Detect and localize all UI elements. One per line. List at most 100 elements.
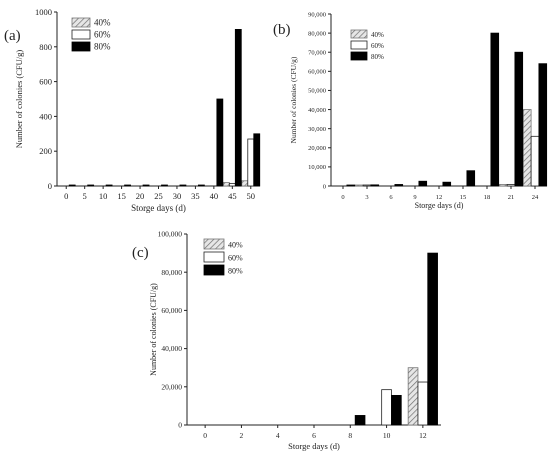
x-tick-label: 50 [247,191,256,201]
y-tick-label: 60,000 [161,306,182,315]
bar-80pct-12 [442,181,452,187]
x-tick-label: 10 [99,191,108,201]
x-tick-label: 30 [173,191,182,201]
x-tick-label: 10 [383,431,391,440]
bar-80pct-5 [87,184,95,187]
legend-swatch-60pct [203,251,225,263]
x-tick-label: 0 [64,191,68,201]
y-tick-label: 80,000 [161,268,182,277]
y-tick-label: 60,000 [308,69,326,76]
legend-swatch-40pct [203,238,225,250]
bar-80pct-25 [161,184,168,187]
y-axis-label: Number of colonies (CFU/g) [149,283,158,376]
legend-swatch-60pct [350,40,368,50]
x-tick-label: 45 [228,191,237,201]
y-tick-label: 40,000 [308,107,326,114]
bar-80pct-15 [124,184,131,187]
x-tick-label: 20 [136,191,145,201]
legend-label: 80% [94,42,111,52]
legend-label: 80% [371,53,384,61]
bar-40pct-24 [522,109,532,187]
bar-80pct-3 [370,184,380,187]
bar-80pct-8 [354,415,366,426]
bar-80pct-24 [538,63,548,187]
y-tick-label: 20,000 [308,145,326,152]
y-tick-label: 40,000 [161,344,182,353]
bar-60pct-45 [228,182,236,187]
panel-label: (a) [4,28,21,44]
bar-60pct-50 [247,138,255,187]
x-tick-label: 15 [117,191,126,201]
y-tick-label: 0 [323,183,326,190]
bar-60pct-10 [381,389,392,426]
y-tick-label: 800 [39,42,52,52]
y-tick-label: 400 [39,111,52,121]
bar-40pct-21 [498,184,508,187]
chart-panel-a: (a) 0 200 400 600 800 1000 0 5 10 15 20 25 30 35 40 45 50… [4,7,261,213]
bar-80pct-0 [68,184,76,187]
y-tick-label: 70,000 [308,49,326,56]
x-tick-label: 12 [436,194,443,201]
legend-label: 80% [228,267,243,276]
bar-80pct-20 [142,184,150,187]
panel-label: (b) [273,22,291,38]
bar-80pct-50 [253,133,261,187]
bar-80pct-15 [466,170,476,187]
legend-swatch-40pct [350,29,368,39]
legend-label: 60% [228,254,243,263]
y-tick-label: 10,000 [308,164,326,171]
x-tick-label: 8 [348,431,352,440]
bar-60pct-3 [362,184,372,187]
x-tick-label: 6 [389,194,393,201]
bar-60pct-24 [530,135,540,187]
x-tick-label: 18 [484,194,491,201]
bar-60pct-21 [506,184,516,187]
legend-label: 40% [228,241,243,250]
x-tick-label: 40 [210,191,219,201]
bar-80pct-18 [490,32,500,187]
legend-swatch-80pct [71,41,91,52]
chart-panel-c: (c) 0 20,000 40,000 60,000 80,000 100,000 0 2 4 6 8… [132,230,441,451]
chart-panel-b: (b) 0 10,000 20,000 30,000 40,000 50,000 60,000… [273,11,548,210]
y-axis-label: Number of colonies (CFU/g) [289,56,298,143]
legend-swatch-40pct [71,17,91,28]
legend-label: 60% [94,30,111,40]
x-tick-label: 35 [191,191,200,201]
x-tick-label: 6 [312,431,316,440]
bar-40pct-3 [354,184,364,187]
y-tick-label: 0 [48,181,52,191]
x-axis-label: Storge days (d) [288,441,340,451]
y-tick-label: 30,000 [308,126,326,133]
x-tick-label: 2 [240,431,244,440]
bar-80pct-10 [391,394,402,426]
bar-60pct-12 [417,381,429,426]
y-tick-label: 1000 [35,7,52,17]
bar-80pct-9 [418,180,428,187]
x-axis-label: Storge days (d) [131,203,186,213]
bar-40pct-12 [407,367,419,426]
legend-swatch-80pct [203,264,225,276]
x-tick-label: 0 [341,194,344,201]
legend-label: 40% [94,18,111,28]
legend-label: 60% [371,42,384,50]
x-axis-label: Storge days (d) [415,201,464,210]
x-tick-label: 24 [532,194,539,201]
bar-80pct-30 [179,184,187,187]
y-tick-label: 200 [39,146,52,156]
panel-label: (c) [132,245,149,261]
bar-80pct-40 [216,98,224,187]
x-tick-label: 3 [365,194,368,201]
y-tick-label: 90,000 [308,11,326,18]
legend-swatch-80pct [350,51,368,61]
x-tick-label: 0 [203,431,207,440]
bar-80pct-35 [197,184,205,187]
bar-80pct-0 [346,184,356,187]
bar-40pct-45 [222,182,230,187]
y-tick-label: 100,000 [158,230,183,239]
x-tick-label: 12 [419,431,427,440]
y-axis-label: Number of colonies (CFU/g) [14,50,24,149]
y-tick-label: 20,000 [161,382,182,391]
x-tick-label: 21 [508,194,515,201]
bar-80pct-10 [105,184,113,187]
